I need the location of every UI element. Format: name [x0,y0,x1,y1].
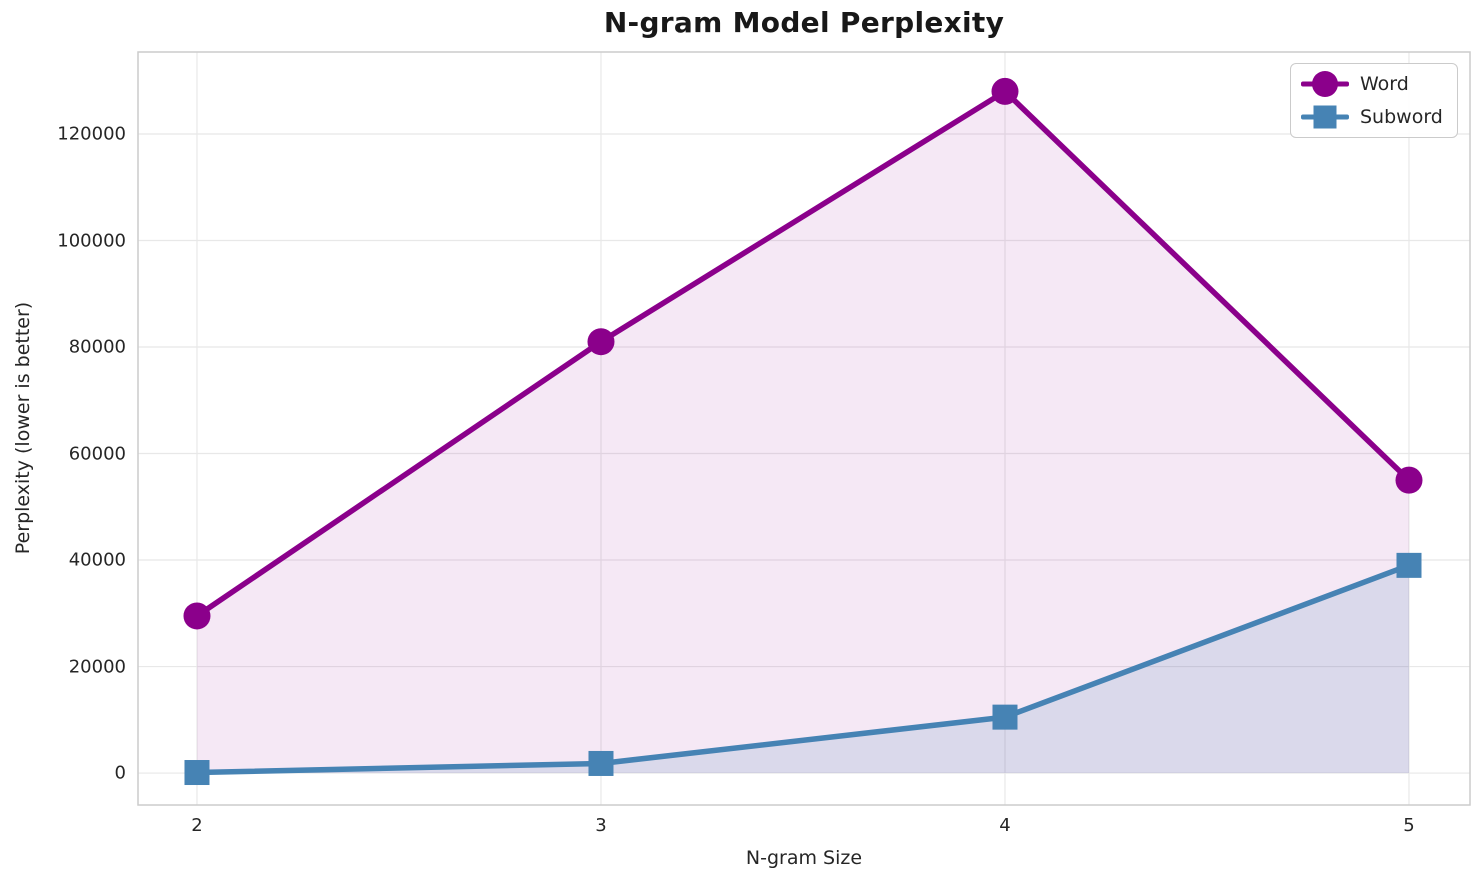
x-tick-labels: 2 3 4 5 [0,815,1484,845]
legend-label-subword: Subword [1360,106,1443,128]
data-point-word [587,328,615,356]
data-point-word [991,77,1019,105]
legend: Word Subword [1290,63,1458,138]
y-tick-labels: 0 20000 40000 60000 80000 100000 120000 [0,0,126,885]
legend-label-word: Word [1360,73,1409,95]
x-tick-label: 4 [999,815,1011,836]
subword-square-swatch [1313,105,1337,129]
x-tick-label: 2 [191,815,203,836]
plot-border [137,51,1471,806]
data-point-subword [1396,552,1422,578]
x-tick-label: 5 [1403,815,1415,836]
data-point-subword [184,760,210,786]
x-tick-label: 3 [595,815,607,836]
series-line-word [194,88,1412,619]
word-line-circle-marker-icon [1301,71,1349,97]
y-tick-label: 120000 [57,123,126,145]
y-tick-label: 60000 [68,443,126,465]
data-point-word [183,602,211,630]
y-tick-label: 0 [114,762,126,784]
x-axis-label: N-gram Size [745,847,863,869]
area-fill-word [196,91,1409,774]
area-fill-subword [196,565,1409,774]
data-point-word [1395,466,1423,494]
legend-item-subword: Subword [1301,104,1443,130]
y-tick-label: 80000 [68,336,126,358]
y-tick-label: 40000 [68,549,126,571]
y-tick-label: 100000 [57,230,126,252]
data-point-subword [588,750,614,776]
word-circle-swatch [1312,71,1338,97]
legend-item-word: Word [1301,71,1443,97]
subword-line-square-marker-icon [1301,104,1349,130]
chart-title: N-gram Model Perplexity [603,6,1005,39]
data-point-subword [992,704,1018,730]
series-line-subword [194,562,1412,776]
y-tick-label: 20000 [68,656,126,678]
